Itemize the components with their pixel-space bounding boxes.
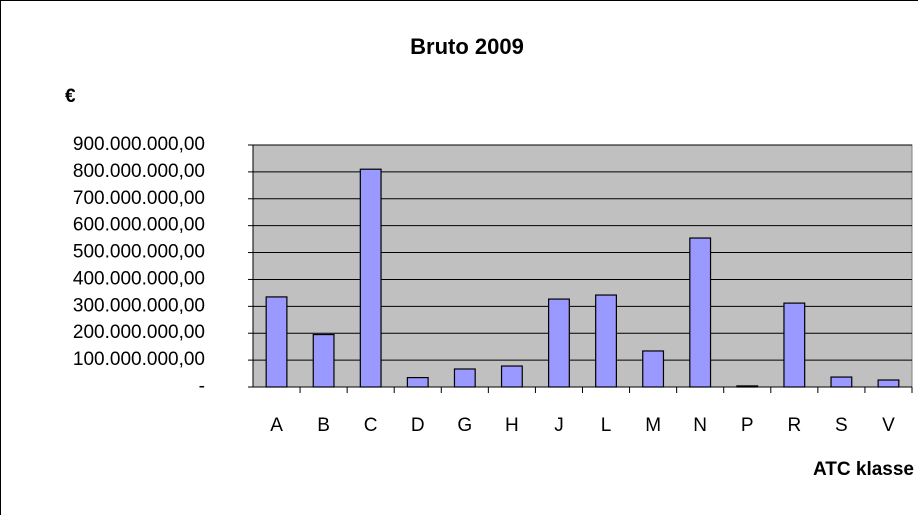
- x-tick-label: B: [317, 415, 330, 436]
- x-tick-label: S: [835, 415, 848, 436]
- bar: [642, 350, 665, 388]
- bar: [877, 379, 900, 388]
- y-tick-label: 300.000.000,00: [73, 295, 205, 316]
- bar: [548, 298, 570, 388]
- bar: [406, 376, 429, 388]
- y-tick-label: 600.000.000,00: [73, 215, 205, 236]
- bar: [500, 365, 523, 388]
- y-tick-label: -: [199, 376, 205, 397]
- bar: [783, 302, 806, 388]
- x-tick-label: N: [693, 415, 707, 436]
- x-tick-label: G: [457, 415, 472, 436]
- x-tick-label: M: [645, 415, 661, 436]
- y-tick-label: 400.000.000,00: [73, 268, 205, 289]
- x-tick-label: L: [601, 415, 612, 436]
- x-tick-label: V: [882, 415, 895, 436]
- plot-area: [252, 144, 913, 388]
- bar: [595, 294, 617, 388]
- x-axis-label: ATC klasse: [813, 459, 914, 480]
- bar: [359, 168, 382, 388]
- x-tick-label: D: [411, 415, 425, 436]
- y-tick-label: 500.000.000,00: [73, 242, 205, 263]
- y-tick-label: 800.000.000,00: [73, 161, 205, 182]
- x-tick-label: A: [270, 415, 283, 436]
- y-tick-label: 100.000.000,00: [73, 349, 205, 370]
- bar: [265, 296, 288, 388]
- y-tick-label: 200.000.000,00: [73, 322, 205, 343]
- x-tick-label: H: [505, 415, 519, 436]
- bar: [312, 333, 335, 388]
- x-tick-label: C: [364, 415, 378, 436]
- chart-title: Bruto 2009: [410, 34, 524, 59]
- x-tick-label: J: [554, 415, 564, 436]
- y-axis-label: €: [65, 86, 76, 107]
- bar: [689, 237, 712, 388]
- y-tick-label: 900.000.000,00: [73, 134, 205, 155]
- bar: [830, 376, 853, 388]
- y-tick-label: 700.000.000,00: [73, 188, 205, 209]
- x-tick-label: R: [787, 415, 801, 436]
- x-tick-label: P: [741, 415, 754, 436]
- bar: [453, 368, 476, 388]
